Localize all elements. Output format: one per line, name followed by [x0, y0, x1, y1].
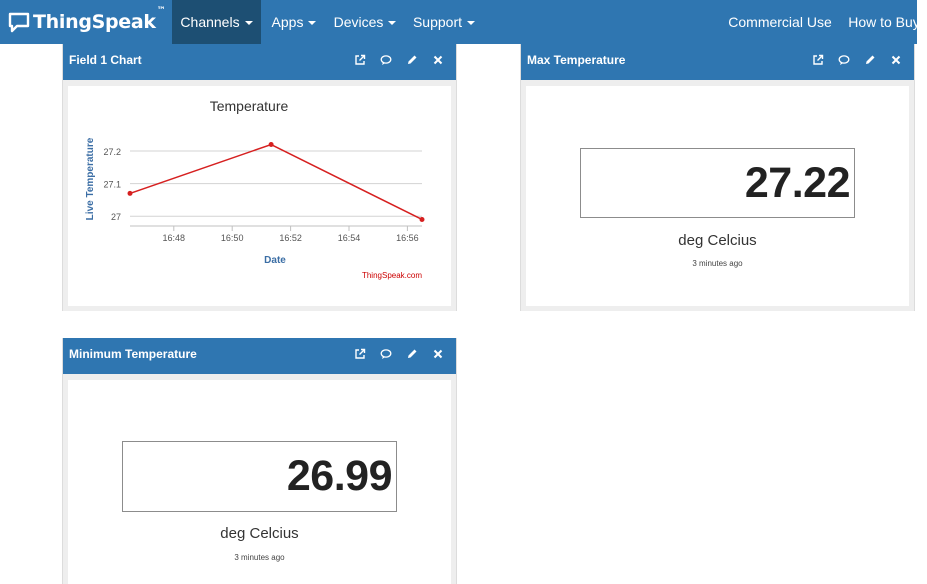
- nav-channels[interactable]: Channels: [172, 0, 261, 44]
- nav-support-label: Support: [412, 14, 463, 30]
- x-tick-label: 16:52: [279, 233, 302, 243]
- panel-toolbar: [800, 52, 904, 68]
- y-tick-label: 27: [111, 212, 121, 222]
- x-tick-label: 16:54: [338, 233, 361, 243]
- panel-title: Minimum Temperature: [69, 347, 197, 361]
- panel-title: Field 1 Chart: [69, 53, 142, 67]
- close-icon[interactable]: [430, 52, 446, 68]
- caret-down-icon: [308, 21, 317, 26]
- brand-logo[interactable]: ThingSpeak™: [8, 6, 166, 35]
- units-label: deg Celcius: [220, 525, 299, 542]
- panel-title: Max Temperature: [527, 53, 626, 67]
- external-link-icon[interactable]: [810, 52, 826, 68]
- units-label: deg Celcius: [678, 232, 757, 249]
- caret-down-icon: [467, 21, 476, 26]
- chart-credit: ThingSpeak.com: [362, 271, 422, 280]
- panel-header: Minimum Temperature: [63, 338, 456, 374]
- caret-down-icon: [388, 21, 397, 26]
- updated-time: 3 minutes ago: [692, 259, 743, 268]
- nav-devices-label: Devices: [333, 14, 384, 30]
- x-tick-label: 16:48: [163, 233, 186, 243]
- nav-apps[interactable]: Apps: [263, 0, 325, 44]
- panel-header: Max Temperature: [521, 44, 914, 80]
- field-chart-panel: Field 1 Chart Temperature 27 27.1 27.2 16:…: [62, 44, 457, 311]
- series-line: [129, 143, 423, 221]
- brand-name: ThingSpeak™: [33, 6, 166, 33]
- min-temperature-value: 26.99: [286, 452, 393, 500]
- x-axis-label: Date: [264, 255, 286, 266]
- pencil-icon[interactable]: [404, 346, 420, 362]
- value-display: 26.99: [122, 441, 397, 512]
- panel-header: Field 1 Chart: [63, 44, 456, 80]
- pencil-icon[interactable]: [404, 52, 420, 68]
- speech-bubble-icon: [8, 12, 30, 33]
- comment-icon[interactable]: [836, 52, 852, 68]
- nav-how-to-buy-label: How to Buy: [848, 14, 920, 30]
- data-point[interactable]: [419, 216, 425, 222]
- chart-title: Temperature: [210, 98, 289, 114]
- nav-support[interactable]: Support: [408, 0, 480, 44]
- top-navbar: ThingSpeak™ Channels Apps Devices Suppor…: [0, 0, 920, 44]
- data-point[interactable]: [127, 190, 133, 196]
- x-tick-label: 16:56: [396, 233, 419, 243]
- nav-channels-label: Channels: [180, 14, 240, 30]
- data-point[interactable]: [268, 142, 274, 148]
- value-display: 27.22: [580, 148, 855, 218]
- external-link-icon[interactable]: [352, 52, 368, 68]
- nav-commercial-use[interactable]: Commercial Use: [728, 0, 832, 44]
- value-body: 26.99 deg Celcius 3 minutes ago: [68, 380, 451, 584]
- x-tick-label: 16:50: [221, 233, 244, 243]
- value-body: 27.22 deg Celcius 3 minutes ago: [526, 86, 909, 306]
- panel-toolbar: [342, 52, 446, 68]
- external-link-icon[interactable]: [352, 346, 368, 362]
- nav-apps-label: Apps: [271, 14, 304, 30]
- close-icon[interactable]: [888, 52, 904, 68]
- nav-how-to-buy[interactable]: How to Buy: [845, 0, 923, 44]
- temperature-line-chart[interactable]: Temperature 27 27.1 27.2 16:48 16:50 16:52 16…: [68, 86, 451, 306]
- caret-down-icon: [244, 21, 253, 26]
- pencil-icon[interactable]: [862, 52, 878, 68]
- nav-devices[interactable]: Devices: [330, 0, 400, 44]
- comment-icon[interactable]: [378, 52, 394, 68]
- y-axis-label: Live Temperature: [85, 137, 96, 220]
- nav-commercial-use-label: Commercial Use: [728, 14, 832, 30]
- chart-body: Temperature 27 27.1 27.2 16:48 16:50 16:52 16…: [68, 86, 451, 306]
- panel-toolbar: [342, 346, 446, 362]
- updated-time: 3 minutes ago: [234, 553, 285, 562]
- max-temperature-panel: Max Temperature 27.22 deg Celcius 3 minu…: [520, 44, 915, 311]
- y-tick-label: 27.2: [103, 147, 121, 157]
- min-temperature-panel: Minimum Temperature 26.99 deg Celcius 3 …: [62, 338, 457, 584]
- close-icon[interactable]: [430, 346, 446, 362]
- y-tick-label: 27.1: [103, 180, 121, 190]
- comment-icon[interactable]: [378, 346, 394, 362]
- max-temperature-value: 27.22: [744, 159, 851, 207]
